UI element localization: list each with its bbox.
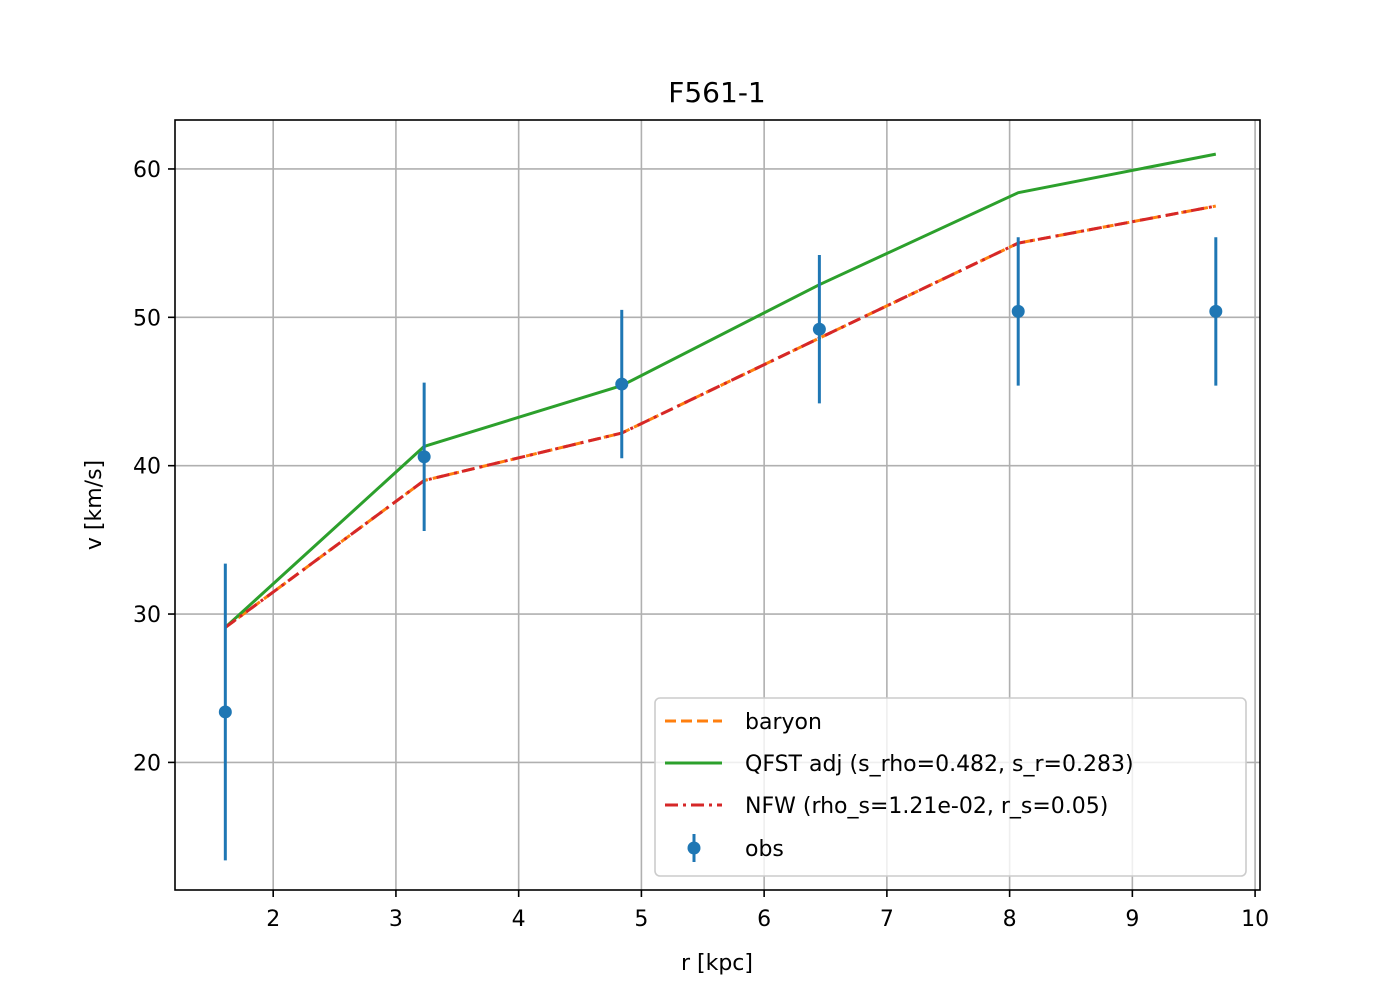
observations-layer: [218, 237, 1223, 861]
x-tick-label: 8: [1003, 907, 1017, 932]
chart-title: F561-1: [668, 76, 765, 109]
x-axis-label: r [kpc]: [681, 951, 753, 976]
x-tick-label: 2: [266, 907, 280, 932]
obs-point: [1011, 304, 1025, 318]
obs-point: [417, 450, 431, 464]
y-tick-label: 30: [133, 603, 161, 628]
series-line-1: [224, 152, 1217, 629]
obs-point: [615, 377, 629, 391]
legend: baryon QFST adj (s_rho=0.482, s_r=0.283) N…: [654, 697, 1247, 877]
x-tick-label: 5: [634, 907, 648, 932]
legend-label-1: QFST adj (s_rho=0.482, s_r=0.283): [745, 752, 1134, 777]
x-tick-label: 10: [1241, 907, 1269, 932]
legend-label-obs: obs: [745, 837, 784, 862]
obs-point: [218, 705, 232, 719]
legend-swatch-obs-point: [687, 841, 701, 855]
x-tick-label: 9: [1125, 907, 1139, 932]
x-tick-label: 4: [512, 907, 526, 932]
legend-box: [654, 697, 1247, 877]
y-tick-label: 60: [133, 158, 161, 183]
obs-point: [1209, 304, 1223, 318]
tick-layer: 2 3 4 5 6 7 8 9 10 20 30 40 50 60: [133, 158, 1269, 932]
y-axis-label: v [km/s]: [82, 460, 107, 550]
legend-label-0: baryon: [745, 710, 822, 735]
x-tick-label: 3: [389, 907, 403, 932]
y-tick-label: 20: [133, 751, 161, 776]
x-tick-label: 7: [880, 907, 894, 932]
plot-frame: [174, 119, 1261, 891]
y-tick-label: 50: [133, 306, 161, 331]
series-layer: [224, 152, 1217, 629]
legend-label-2: NFW (rho_s=1.21e-02, r_s=0.05): [745, 794, 1108, 819]
series-line-0: [224, 204, 1217, 629]
y-tick-label: 40: [133, 455, 161, 480]
x-tick-label: 6: [757, 907, 771, 932]
obs-point: [812, 322, 826, 336]
